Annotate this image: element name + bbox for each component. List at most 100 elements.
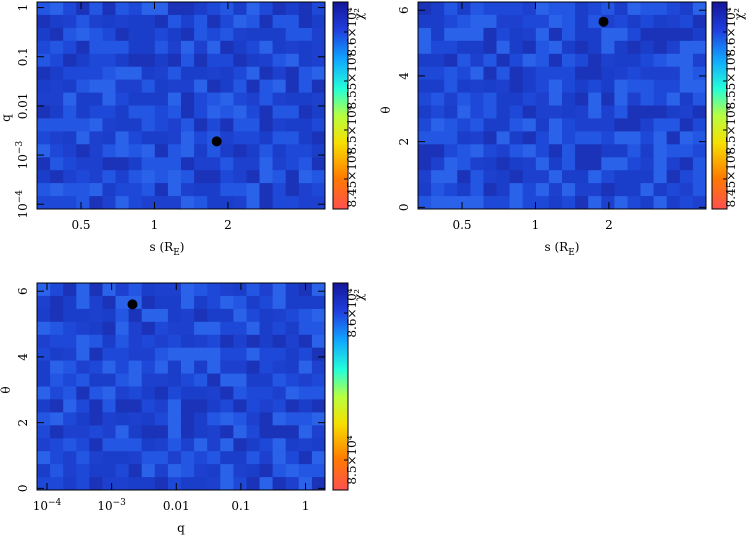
- heatmap-cell: [115, 105, 130, 119]
- heatmap-cell: [167, 53, 182, 68]
- heatmap-cell: [141, 183, 156, 197]
- heatmap-cell: [63, 157, 77, 171]
- heatmap-cell: [220, 464, 234, 478]
- heatmap-cell: [141, 170, 156, 184]
- heatmap-cell: [496, 105, 511, 119]
- heatmap-cell: [50, 170, 64, 184]
- heatmap-cell: [627, 170, 642, 184]
- heatmap-cell: [207, 14, 221, 29]
- heatmap-cell: [640, 2, 655, 16]
- heatmap-cell: [167, 451, 182, 465]
- heatmap-cell: [562, 118, 576, 132]
- heatmap-cell: [298, 14, 313, 29]
- heatmap-cell: [285, 347, 300, 362]
- heatmap-cell: [653, 170, 668, 184]
- heatmap-cell: [37, 196, 51, 210]
- heatmap-cell: [246, 2, 261, 16]
- heatmap-cell: [509, 157, 524, 171]
- heatmap-cell: [50, 321, 64, 336]
- heatmap-cell: [181, 66, 195, 81]
- heatmap-cell: [76, 347, 90, 362]
- heatmap-cell: [285, 438, 300, 452]
- heatmap-cell: [141, 196, 156, 210]
- heatmap-cell: [63, 131, 77, 145]
- heatmap-cell: [496, 53, 511, 68]
- heatmap-cell: [311, 183, 326, 197]
- heatmap-cell: [470, 40, 484, 55]
- heatmap-cell: [679, 183, 694, 197]
- heatmap-cell: [141, 308, 156, 323]
- heatmap-cell: [167, 170, 182, 184]
- heatmap-cell: [141, 157, 156, 171]
- heatmap-cell: [102, 170, 117, 184]
- heatmap-cell: [259, 295, 274, 310]
- heatmap-cell: [259, 347, 274, 362]
- heatmap-cell: [207, 283, 221, 297]
- heatmap-cell: [588, 27, 602, 42]
- heatmap-cell: [63, 196, 77, 210]
- heatmap-cell: [128, 412, 143, 426]
- heatmap-cell: [444, 79, 458, 93]
- heatmap-cell: [220, 53, 234, 68]
- heatmap-cell: [115, 157, 130, 171]
- heatmap-cell: [285, 66, 300, 81]
- heatmap-cell: [115, 196, 130, 210]
- heatmap-cell: [522, 183, 537, 197]
- heatmap-cell: [575, 118, 589, 132]
- heatmap-cell: [220, 283, 234, 297]
- heatmap-cell: [431, 66, 445, 81]
- heatmap-cell: [194, 183, 208, 197]
- heatmap-cell: [167, 464, 182, 478]
- heatmap-cell: [470, 66, 484, 81]
- heatmap-cell: [89, 79, 103, 93]
- heatmap-cell: [640, 144, 655, 158]
- heatmap-cell: [37, 118, 51, 132]
- heatmap-cell: [194, 27, 208, 42]
- heatmap-cell: [167, 14, 182, 29]
- heatmap-cell: [431, 14, 445, 29]
- heatmap-cell: [89, 66, 103, 81]
- heatmap-cell: [220, 399, 234, 413]
- heatmap-cell: [470, 14, 484, 29]
- heatmap-cell: [154, 464, 169, 478]
- heatmap-cell: [614, 79, 628, 93]
- heatmap-cell: [115, 14, 130, 29]
- heatmap-cell: [470, 2, 484, 16]
- heatmap-cell: [194, 438, 208, 452]
- heatmap-cell: [298, 360, 313, 374]
- heatmap-cell: [418, 183, 432, 197]
- heatmap-cell: [233, 295, 247, 310]
- heatmap-cell: [207, 295, 221, 310]
- heatmap-cell: [102, 412, 117, 426]
- heatmap-cell: [63, 334, 77, 349]
- heatmap-cell: [233, 347, 247, 362]
- heatmap-cell: [194, 412, 208, 426]
- heatmap-cell: [89, 14, 103, 29]
- heatmap-cell: [220, 92, 234, 106]
- heatmap-cell: [89, 53, 103, 68]
- heatmap-cell: [496, 66, 511, 81]
- heatmap-cell: [115, 53, 130, 68]
- heatmap-cell: [181, 347, 195, 362]
- heatmap-cell: [679, 144, 694, 158]
- heatmap-cell: [614, 14, 628, 29]
- heatmap-cell: [259, 283, 274, 297]
- heatmap-cell: [311, 412, 326, 426]
- heatmap-cell: [181, 157, 195, 171]
- heatmap-cell: [614, 2, 628, 16]
- heatmap-cell: [509, 131, 524, 145]
- heatmap-cell: [63, 399, 77, 413]
- heatmap-cell: [141, 295, 156, 310]
- heatmap-cell: [311, 144, 326, 158]
- heatmap-cell: [259, 105, 274, 119]
- heatmap-cell: [285, 321, 300, 336]
- heatmap-cell: [588, 144, 602, 158]
- heatmap-cell: [285, 399, 300, 413]
- heatmap-cell: [246, 412, 261, 426]
- heatmap-cell: [37, 373, 51, 387]
- heatmap-cell: [141, 412, 156, 426]
- heatmap-cell: [259, 308, 274, 323]
- heatmap-cell: [259, 27, 274, 42]
- heatmap-cell: [89, 386, 103, 400]
- heatmap-cell: [457, 14, 471, 29]
